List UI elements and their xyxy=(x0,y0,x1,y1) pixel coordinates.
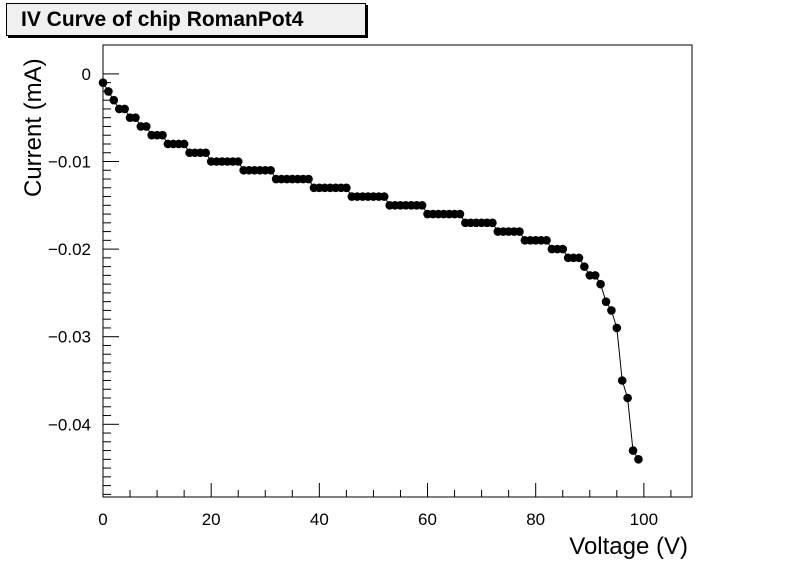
data-point xyxy=(141,122,151,131)
data-point xyxy=(179,139,189,149)
x-axis-label: Voltage (V) xyxy=(569,533,688,560)
data-point xyxy=(104,87,113,96)
y-tick-label: −0.02 xyxy=(48,240,91,259)
data-point xyxy=(488,218,497,228)
data-point xyxy=(158,130,167,140)
data-point xyxy=(628,446,638,455)
y-axis-ticks: 0 −0.01 −0.02 −0.03 −0.04 xyxy=(48,65,119,495)
data-point xyxy=(623,393,632,403)
data-point xyxy=(417,201,427,210)
data-point xyxy=(634,455,643,464)
chart-title: IV Curve of chip RomanPot4 xyxy=(6,3,366,36)
x-tick-label: 40 xyxy=(310,510,329,529)
series-points xyxy=(98,78,643,464)
data-point xyxy=(120,104,129,114)
data-point xyxy=(558,244,568,254)
data-point xyxy=(590,271,600,280)
data-point xyxy=(233,157,243,166)
y-tick-label: −0.01 xyxy=(48,153,91,172)
data-point xyxy=(580,262,589,271)
data-point xyxy=(515,227,524,236)
x-tick-label: 100 xyxy=(630,510,658,529)
x-axis-ticks: 0 20 40 60 80 100 xyxy=(98,483,672,529)
series-polyline xyxy=(102,82,639,460)
y-tick-label: −0.03 xyxy=(48,328,91,347)
data-point xyxy=(131,113,140,123)
x-tick-label: 60 xyxy=(418,510,437,529)
data-point xyxy=(607,306,616,315)
data-point xyxy=(596,279,605,289)
data-point xyxy=(601,297,611,306)
series-line xyxy=(102,82,639,460)
x-tick-label: 20 xyxy=(202,510,221,529)
data-point xyxy=(342,183,351,193)
data-point xyxy=(304,174,313,184)
data-point xyxy=(266,165,275,175)
data-point xyxy=(617,376,627,385)
data-point xyxy=(612,323,622,333)
data-point xyxy=(542,236,551,245)
data-point xyxy=(201,148,211,158)
y-tick-label: 0 xyxy=(82,65,91,84)
x-tick-label: 0 xyxy=(98,510,107,529)
data-point xyxy=(455,209,465,219)
data-point xyxy=(379,192,389,201)
plot-frame xyxy=(102,44,693,498)
y-tick-label: −0.04 xyxy=(48,415,91,434)
data-point xyxy=(109,95,119,105)
data-point xyxy=(574,253,584,263)
x-tick-label: 80 xyxy=(526,510,545,529)
y-axis-label: Current (mA) xyxy=(20,58,47,197)
data-point xyxy=(98,78,108,87)
